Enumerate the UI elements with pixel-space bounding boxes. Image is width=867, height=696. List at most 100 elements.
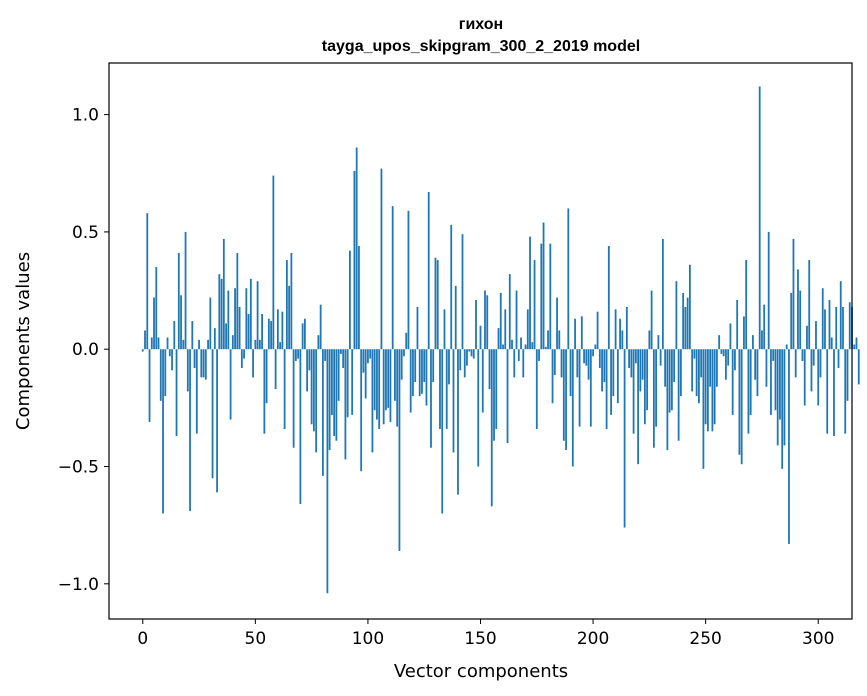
bar [308, 349, 311, 371]
bar [468, 349, 471, 352]
bar [358, 245, 360, 350]
bar [625, 306, 628, 350]
bar [207, 339, 209, 350]
bar [292, 349, 295, 448]
bar [700, 349, 703, 378]
bar [186, 349, 189, 392]
bar [634, 349, 637, 364]
bar [621, 330, 624, 350]
bar [551, 349, 554, 404]
bar [310, 349, 313, 425]
bar [211, 349, 214, 479]
bar [824, 309, 826, 350]
bar [553, 349, 556, 376]
bar [657, 335, 660, 350]
bar [484, 290, 486, 350]
bar [792, 238, 795, 350]
bar [400, 349, 403, 380]
x-axis-ticks: 0 50 100 150 200 250 300 [137, 619, 834, 649]
bar [148, 349, 151, 422]
bar [531, 342, 534, 350]
bar [265, 349, 268, 404]
bar [360, 349, 363, 472]
bar [256, 281, 259, 350]
bar [533, 260, 536, 350]
bar [565, 349, 567, 451]
bar [529, 236, 531, 350]
bar [779, 349, 781, 420]
bar [670, 349, 673, 411]
bar [513, 349, 516, 378]
bar [641, 349, 644, 380]
bar [258, 339, 261, 350]
bar [763, 304, 766, 350]
bar [425, 349, 428, 406]
bar [758, 86, 761, 350]
bar [522, 349, 525, 378]
bar [837, 349, 840, 368]
bar [475, 299, 477, 350]
bar [630, 349, 633, 378]
bar [141, 349, 144, 352]
bar [842, 306, 844, 350]
bar [335, 349, 338, 441]
bar [745, 260, 748, 350]
bar [459, 349, 462, 371]
bar [848, 302, 851, 350]
y-axis-ticks: −1.0 −0.5 0.0 0.5 1.0 [58, 106, 109, 595]
bar [312, 349, 315, 432]
bar [445, 349, 448, 429]
bar [430, 349, 432, 448]
bar [175, 349, 178, 437]
bar [495, 349, 498, 429]
bar [839, 281, 842, 350]
bar [743, 316, 745, 350]
bar [355, 147, 358, 350]
bar [301, 323, 304, 350]
bar [707, 349, 709, 432]
bar [173, 321, 176, 350]
bar [243, 349, 245, 359]
bar [661, 238, 664, 350]
bar [648, 330, 651, 350]
x-tick-label: 50 [245, 629, 267, 649]
bar [261, 314, 263, 350]
bar [432, 349, 435, 383]
bar [734, 349, 736, 371]
bar [576, 349, 579, 378]
bar [578, 349, 581, 427]
bar [441, 349, 444, 514]
bar [695, 349, 698, 397]
bar [493, 349, 495, 441]
bar [722, 349, 725, 357]
bar [668, 349, 671, 413]
bar [619, 318, 621, 350]
bar [646, 349, 649, 411]
bar [815, 321, 817, 350]
bar [272, 175, 275, 350]
bar [713, 349, 716, 425]
bar [639, 349, 642, 392]
bar [698, 349, 700, 404]
bar [477, 349, 480, 467]
bar [294, 349, 297, 361]
bar [319, 304, 322, 350]
bar [216, 349, 218, 493]
bar [150, 337, 153, 350]
y-axis-label: Components values [13, 252, 34, 430]
bar [812, 349, 815, 366]
bar [560, 349, 563, 378]
bar [844, 349, 847, 434]
bar [736, 299, 739, 350]
bar [702, 349, 705, 469]
bar [835, 306, 838, 350]
bar [538, 349, 540, 361]
bar [315, 349, 318, 453]
bar [371, 349, 374, 453]
bar [267, 318, 270, 350]
bar [607, 245, 610, 350]
bar [535, 349, 538, 429]
bar [285, 260, 288, 350]
bar [774, 349, 777, 411]
bar [466, 349, 468, 366]
